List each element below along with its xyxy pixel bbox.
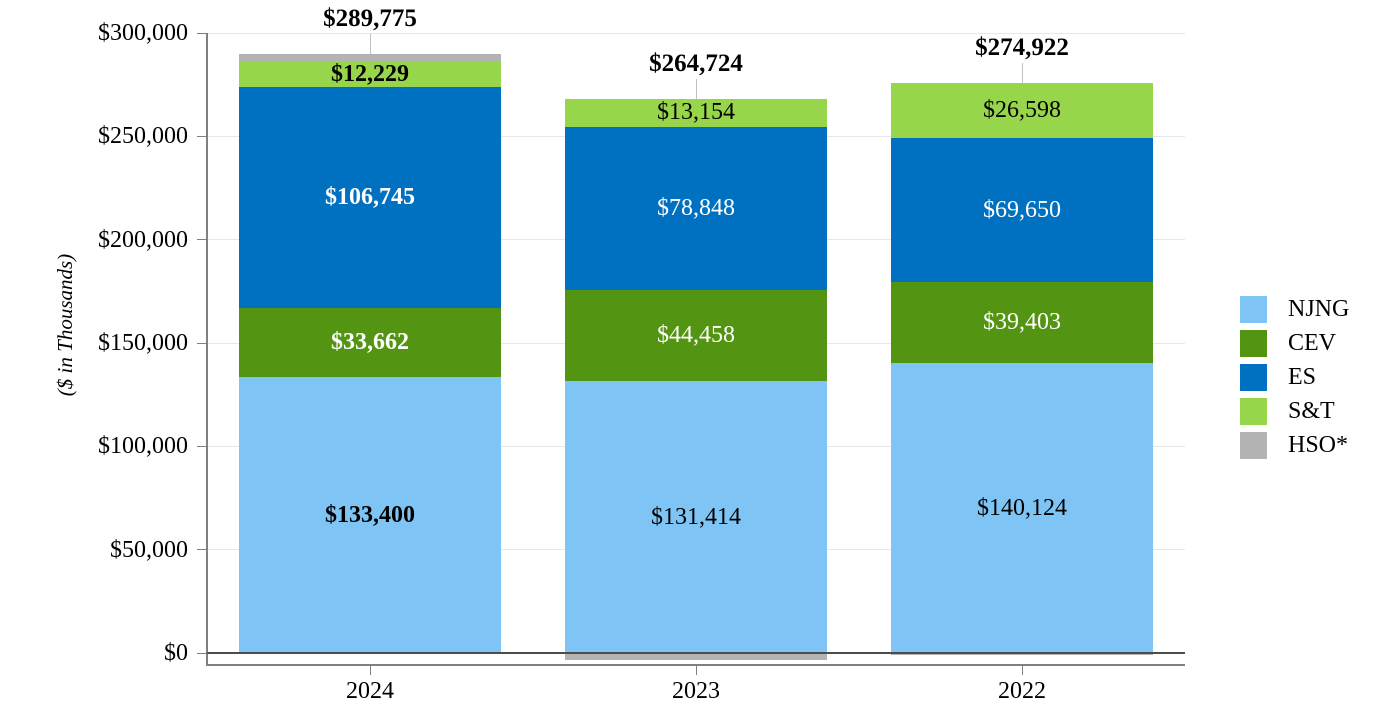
bar-segment [565, 289, 827, 382]
legend-row: S&T [1240, 398, 1335, 425]
y-tick-label: $150,000 [98, 330, 188, 356]
x-tick-mark [369, 666, 371, 675]
bar-segment [239, 307, 501, 378]
legend-row: HSO* [1240, 432, 1348, 459]
y-tick-label: $300,000 [98, 20, 188, 46]
bar-total-label: $264,724 [649, 50, 743, 78]
x-tick-mark [695, 666, 697, 675]
x-category-label: 2023 [672, 678, 720, 704]
y-tick-mark [197, 342, 206, 344]
y-tick-mark [197, 135, 206, 137]
bar-segment [565, 126, 827, 290]
legend-swatch [1240, 432, 1267, 459]
bar-total-label: $289,775 [323, 5, 417, 33]
total-leader-line [1021, 63, 1023, 84]
y-tick-mark [197, 549, 206, 551]
y-tick-mark [197, 445, 206, 447]
bar-segment [891, 138, 1153, 282]
x-category-label: 2024 [346, 678, 394, 704]
bar-segment [891, 363, 1153, 653]
bar-segment-label: $140,124 [977, 494, 1067, 521]
y-tick-mark [197, 239, 206, 241]
bar-segment [565, 653, 827, 660]
y-tick-mark [197, 652, 206, 654]
bar-segment [239, 54, 501, 62]
legend-label: S&T [1288, 398, 1335, 424]
legend-swatch [1240, 398, 1267, 425]
legend-row: CEV [1240, 330, 1336, 357]
bar-segment-label: $44,458 [657, 321, 735, 348]
legend-row: NJNG [1240, 296, 1349, 323]
legend-label: NJNG [1288, 296, 1350, 322]
x-axis-line [207, 664, 1185, 666]
bar-segment-label: $39,403 [983, 309, 1061, 336]
y-tick-label: $200,000 [98, 226, 188, 253]
bar-segment-label: $131,414 [651, 503, 741, 530]
total-leader-line [695, 79, 697, 100]
bar-segment-label: $26,598 [983, 97, 1061, 124]
bar-total-label: $274,922 [975, 34, 1069, 62]
legend-swatch [1240, 296, 1267, 323]
bar-segment-label: $69,650 [983, 196, 1061, 223]
legend-swatch [1240, 330, 1267, 357]
bar-segment [565, 381, 827, 653]
legend-label: CEV [1288, 330, 1336, 356]
legend-label: ES [1288, 364, 1317, 390]
bar-segment [891, 281, 1153, 364]
bar-segment-label: $13,154 [657, 99, 735, 126]
bar-segment [565, 99, 827, 127]
bar-segment-label: $78,848 [657, 194, 735, 221]
y-tick-label: $0 [164, 640, 188, 666]
bar-segment-label: $12,229 [331, 60, 409, 87]
gridline [207, 32, 1185, 34]
legend-row: ES [1240, 364, 1316, 391]
bar-segment [891, 83, 1153, 139]
bar-segment-label: $33,662 [331, 329, 409, 356]
legend-swatch [1240, 364, 1267, 391]
y-tick-label: $100,000 [98, 433, 188, 460]
x-tick-mark [1021, 666, 1023, 675]
legend-label: HSO* [1288, 432, 1349, 458]
bar-segment [239, 61, 501, 88]
total-leader-line [369, 34, 371, 55]
bar-segment [239, 377, 501, 653]
bar-segment-label: $106,745 [325, 183, 415, 210]
bar-segment-label: $133,400 [325, 501, 415, 528]
zero-line [207, 652, 1185, 654]
y-tick-mark [197, 32, 206, 34]
bar-segment [239, 87, 501, 308]
y-axis-line [206, 33, 208, 666]
y-tick-label: $50,000 [110, 536, 188, 563]
y-tick-label: $250,000 [98, 123, 188, 150]
x-category-label: 2022 [998, 678, 1046, 704]
